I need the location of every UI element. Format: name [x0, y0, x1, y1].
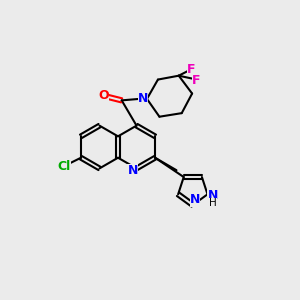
Text: N: N — [138, 92, 148, 105]
Text: N: N — [128, 164, 138, 177]
Text: H: H — [209, 198, 216, 208]
Text: F: F — [192, 74, 200, 87]
Text: N: N — [207, 189, 218, 202]
Text: N: N — [190, 194, 200, 206]
Text: F: F — [187, 63, 196, 76]
Text: Cl: Cl — [57, 160, 70, 173]
Text: O: O — [98, 88, 109, 101]
